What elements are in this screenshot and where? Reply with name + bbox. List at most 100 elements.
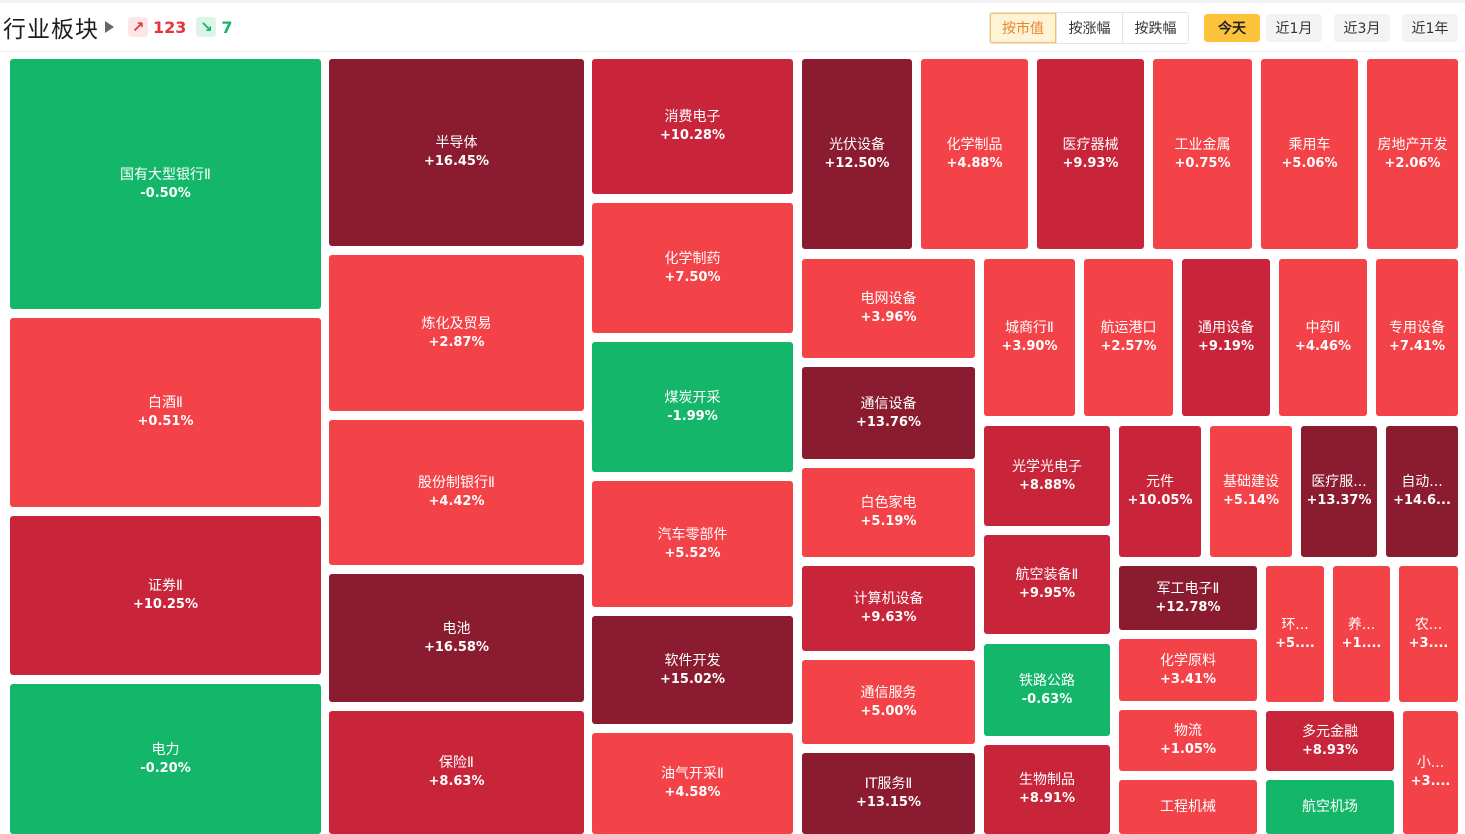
sector-name: 半导体 [435,135,478,151]
sector-tile[interactable]: 证券Ⅱ +10.25% [10,516,321,675]
sector-name: 汽车零部件 [657,526,728,543]
sector-tile[interactable]: 化学制药 +7.50% [592,203,793,333]
up-count: 123 [153,17,187,37]
sector-change: +2.06% [1384,155,1441,171]
sector-tile[interactable]: 通信服务 +5.00% [802,660,975,744]
sector-name: 环... [1281,616,1309,633]
sort-by-loss-button[interactable]: 按跌幅 [1122,13,1188,43]
sector-name: 计算机设备 [853,591,924,607]
period-today-button[interactable]: 今天 [1204,14,1260,42]
sector-tile[interactable]: 电力 -0.20% [10,684,321,834]
sector-tile[interactable]: 养... +1.... [1333,566,1390,702]
sector-tile[interactable]: 环... +5.... [1266,566,1324,702]
period-3-months-button[interactable]: 近3月 [1334,14,1390,42]
sector-tile[interactable]: 乘用车 +5.06% [1261,59,1358,249]
sector-change: +5.52% [664,545,721,561]
sector-tile[interactable]: 军工电子Ⅱ +12.78% [1119,566,1257,630]
sector-tile[interactable]: 元件 +10.05% [1119,426,1201,557]
sector-tile[interactable]: 油气开采Ⅱ +4.58% [592,733,793,834]
sector-tile[interactable]: 软件开发 +15.02% [592,616,793,724]
sector-name: 工业金属 [1174,136,1231,153]
sector-tile[interactable]: 物流 +1.05% [1119,710,1257,771]
sector-name: 铁路公路 [1019,672,1075,689]
sector-tile[interactable]: 化学制品 +4.88% [921,59,1028,249]
sector-tile[interactable]: 炼化及贸易 +2.87% [329,255,584,411]
period-1-year-button[interactable]: 近1年 [1402,14,1458,42]
sector-name: 军工电子Ⅱ [1156,580,1220,597]
sector-tile[interactable]: 基础建设 +5.14% [1210,426,1292,557]
expand-arrow-icon[interactable] [105,21,114,33]
sector-change: +3.... [1410,774,1451,789]
sector-tile[interactable]: 化学原料 +3.41% [1119,639,1257,701]
sector-tile[interactable]: 煤炭开采 -1.99% [592,342,793,472]
sector-change: +5.... [1275,635,1315,651]
sector-tile[interactable]: 专用设备 +7.41% [1376,259,1458,416]
sector-tile[interactable]: 农... +3.... [1399,566,1458,702]
sector-tile[interactable]: 白色家电 +5.19% [802,468,975,557]
sector-change: +5.19% [860,514,917,529]
sector-tile[interactable]: 自动... +14.6... [1386,426,1458,557]
arrow-up-right-icon: ↗ [128,17,148,37]
sector-change: +9.95% [1019,586,1075,601]
sector-change: +4.46% [1295,339,1351,354]
sector-tile[interactable]: 小... +3.... [1403,711,1458,834]
sector-tile[interactable]: 工程机械 [1119,780,1257,834]
down-count: 7 [221,17,233,37]
sector-change: +10.05% [1127,493,1193,508]
sector-change: +12.78% [1155,599,1221,615]
sector-tile[interactable]: 生物制品 +8.91% [984,745,1110,834]
sector-tile[interactable]: 多元金融 +8.93% [1266,711,1394,771]
sector-tile[interactable]: 保险Ⅱ +8.63% [329,711,584,834]
sector-name: 中药Ⅱ [1305,320,1341,336]
sector-tile[interactable]: 航空装备Ⅱ +9.95% [984,535,1110,634]
sector-name: 化学原料 [1160,652,1216,669]
sector-tile[interactable]: 光伏设备 +12.50% [802,59,912,249]
sector-tile[interactable]: 医疗服... +13.37% [1301,426,1377,557]
sector-name: 化学制药 [664,250,721,267]
sector-name: 航空装备Ⅱ [1015,567,1079,583]
sector-change: +2.87% [428,334,485,350]
sector-tile[interactable]: 汽车零部件 +5.52% [592,481,793,607]
sector-tile[interactable]: 消费电子 +10.28% [592,59,793,194]
sector-tile[interactable]: 航运港口 +2.57% [1084,259,1173,416]
sector-name: 白色家电 [860,495,917,511]
sector-tile[interactable]: 工业金属 +0.75% [1153,59,1252,249]
period-1-month-button[interactable]: 近1月 [1266,14,1322,42]
sector-tile[interactable]: 房地产开发 +2.06% [1367,59,1458,249]
sector-name: 多元金融 [1302,723,1358,740]
sector-tile[interactable]: 光学光电子 +8.88% [984,426,1110,526]
sector-tile[interactable]: 国有大型银行Ⅱ -0.50% [10,59,321,309]
sector-tile[interactable]: 股份制银行Ⅱ +4.42% [329,420,584,565]
sector-change: -0.63% [1021,691,1073,707]
sector-change: -1.99% [667,408,718,424]
sector-name: 通用设备 [1198,320,1254,336]
sector-name: 通信设备 [860,395,917,412]
sector-change: +1.05% [1160,742,1216,757]
sector-name: 光学光电子 [1012,458,1082,475]
sector-name: IT服务Ⅱ [864,776,913,792]
sector-change: +8.91% [1019,791,1075,806]
sector-tile[interactable]: 医疗器械 +9.93% [1037,59,1144,249]
sector-tile[interactable]: 铁路公路 -0.63% [984,644,1110,736]
sector-tile[interactable]: 半导体 +16.45% [329,59,584,246]
sector-change: +16.58% [423,639,490,655]
sector-tile[interactable]: 中药Ⅱ +4.46% [1279,259,1367,416]
sector-change: +3.... [1408,635,1449,651]
sector-tile[interactable]: 电池 +16.58% [329,574,584,702]
sector-tile[interactable]: 城商行Ⅱ +3.90% [984,259,1075,416]
sector-change: +13.37% [1306,493,1372,508]
sector-name: 航运港口 [1100,320,1157,336]
sector-tile[interactable]: 电网设备 +3.96% [802,259,975,358]
sector-name: 自动... [1401,474,1443,490]
sector-tile[interactable]: 通用设备 +9.19% [1182,259,1270,416]
sort-by-market-cap-button[interactable]: 按市值 [990,13,1056,43]
sector-tile[interactable]: 通信设备 +13.76% [802,367,975,459]
sector-tile[interactable]: 白酒Ⅱ +0.51% [10,318,321,507]
sector-name: 光伏设备 [829,136,885,153]
sector-tile[interactable]: IT服务Ⅱ +13.15% [802,753,975,834]
sort-by-gain-button[interactable]: 按涨幅 [1056,13,1122,43]
sector-change: +16.45% [423,154,490,169]
sector-tile[interactable]: 计算机设备 +9.63% [802,566,975,651]
sector-tile[interactable]: 航空机场 [1266,780,1394,834]
sector-name: 国有大型银行Ⅱ [120,166,211,183]
